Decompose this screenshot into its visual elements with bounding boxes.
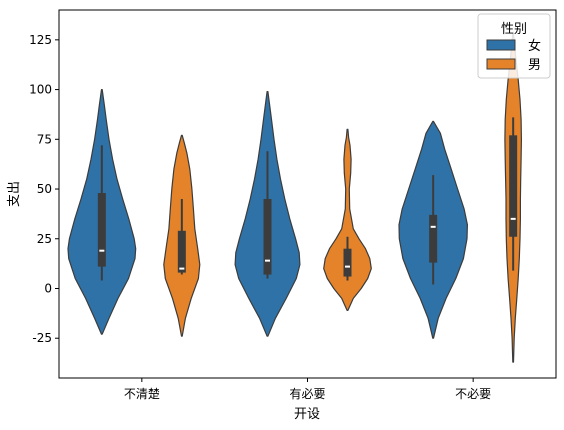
violin-box — [263, 198, 272, 275]
x-axis: 不清楚 有必要 不必要 — [124, 378, 491, 401]
y-tick-label: 125 — [29, 33, 52, 47]
legend-title: 性别 — [501, 22, 527, 37]
violin-box — [509, 135, 518, 237]
y-axis: -25 0 25 50 75 100 125 — [29, 33, 59, 345]
violins-layer — [67, 33, 522, 363]
violin-body — [323, 128, 372, 311]
y-tick-label: 75 — [37, 132, 52, 146]
violin-box — [343, 248, 352, 277]
violin-box — [429, 214, 438, 263]
legend: 性别 女男 — [477, 13, 551, 79]
y-tick-label: -25 — [32, 331, 52, 345]
x-tick-label: 有必要 — [289, 387, 325, 401]
legend-label: 女 — [528, 38, 541, 54]
legend-swatch — [486, 58, 516, 70]
legend-swatch — [486, 39, 516, 51]
violin-box — [177, 230, 186, 273]
y-axis-label: 支出 — [7, 181, 22, 207]
violin-box — [97, 193, 106, 267]
legend-entries: 女男 — [486, 38, 541, 73]
x-tick-label: 不清楚 — [124, 387, 160, 401]
legend-label: 男 — [528, 58, 541, 73]
x-axis-label: 开设 — [294, 407, 320, 422]
y-tick-label: 25 — [37, 232, 52, 246]
x-tick-label: 不必要 — [455, 387, 491, 401]
y-tick-label: 50 — [37, 182, 52, 196]
y-tick-label: 0 — [44, 281, 52, 295]
y-tick-label: 100 — [29, 83, 52, 97]
